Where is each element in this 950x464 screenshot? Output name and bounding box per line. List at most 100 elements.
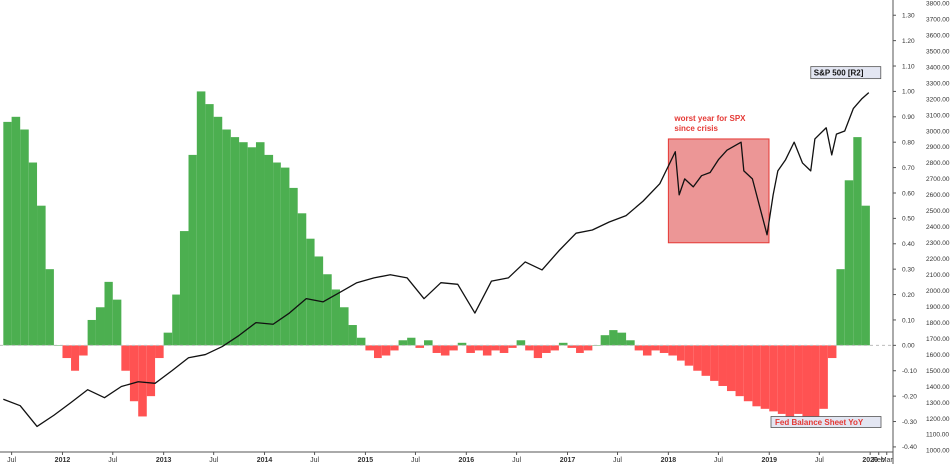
bar [558,342,568,346]
x-tick-label: 2013 [156,457,172,464]
bar [642,345,652,356]
bar [525,345,534,351]
left-tick-label: 1.10 [902,63,915,70]
series-labels: S&P 500 [R2] Fed Balance Sheet YoY [770,66,882,428]
bar [449,345,458,351]
bar [280,167,290,346]
bar [163,332,173,346]
highlight-rect [667,138,770,244]
bar [407,337,416,346]
bar [617,332,627,346]
x-tick-label: 2012 [55,457,71,464]
right-tick-label: 1500.00 [926,368,950,375]
bar [53,345,63,346]
left-tick-label: -0.20 [902,393,917,400]
bar [819,345,828,409]
bar [289,187,298,346]
bar [239,142,248,346]
bar [726,345,736,392]
x-tick-label: 2020 [862,457,878,464]
right-tick-label: 1600.00 [926,352,950,359]
left-tick-label: 0.90 [902,114,915,121]
x-tick-label: Jul [7,457,16,464]
bar [785,345,795,417]
bar [273,162,281,346]
bar [811,345,820,422]
bar [567,345,577,348]
bar [516,340,526,346]
bar [138,345,147,417]
bar [760,345,770,409]
right-tick-label: 3200.00 [926,96,950,103]
bar [222,129,231,346]
bar [20,129,29,346]
bar [356,337,366,346]
fed-label-box [770,416,882,428]
bar [45,269,54,346]
spx-label-box [810,66,882,80]
bar [348,325,357,346]
bar [146,345,156,397]
fed-label-text: Fed Balance Sheet YoY [775,418,864,427]
x-tick-label: Jul [613,457,622,464]
bar [306,238,315,346]
spx-path [3,92,870,428]
bar [718,345,727,386]
x-tick-label: 2019 [761,457,777,464]
bar [28,162,38,346]
bar [550,345,559,351]
bar [836,269,845,346]
spx-label-text: S&P 500 [R2] [814,69,864,78]
right-tick-label: 1800.00 [926,320,950,327]
bar [576,345,584,353]
bar [381,345,391,356]
x-tick-label: 2016 [459,457,475,464]
bar [769,345,778,412]
bar [179,231,189,346]
bar [79,345,88,356]
bar [482,345,492,356]
right-tick-label: 1300.00 [926,400,950,407]
bar [415,345,425,348]
x-tick-label: Jul [714,457,723,464]
right-tick-label: 3700.00 [926,16,950,23]
right-tick-label: 3400.00 [926,64,950,71]
left-tick-label: 0.50 [902,216,915,223]
bar [533,345,543,359]
bar [373,345,382,359]
right-tick-label: 2700.00 [926,176,950,183]
x-tick-label: Jul [108,457,117,464]
y-axis: 1.30 1.20 1.10 1.00 0.90 0.80 0.70 0.60 0.50 0.40… [892,0,950,464]
bar [37,205,46,346]
bar [626,340,635,346]
bar [861,205,870,346]
right-tick-label: 3500.00 [926,48,950,55]
bar [710,345,719,381]
bar [230,137,240,346]
right-tick-label: 2200.00 [926,256,950,263]
left-tick-label: 0.40 [902,241,915,248]
x-tick-label: 2015 [358,457,374,464]
bar [95,307,105,346]
left-tick-label: 1.30 [902,13,915,20]
bar [172,294,180,346]
bar [853,137,862,346]
annotation-line1: worst year for SPX [673,114,746,123]
bar [676,345,685,361]
x-tick-label: 2014 [257,457,273,464]
bar [508,345,517,348]
x-tick-label: Jul [209,457,218,464]
bar [491,345,500,351]
x-tick-label: Jul [310,457,319,464]
right-tick-label: 2100.00 [926,272,950,279]
bar [264,154,274,346]
bar [424,340,433,346]
right-tick-label: 3300.00 [926,80,950,87]
left-tick-label: 1.00 [902,89,915,96]
bar [634,345,643,351]
x-tick-label: 2017 [560,457,576,464]
bar [668,345,677,356]
bar [297,213,307,346]
right-tick-label: 3000.00 [926,128,950,135]
